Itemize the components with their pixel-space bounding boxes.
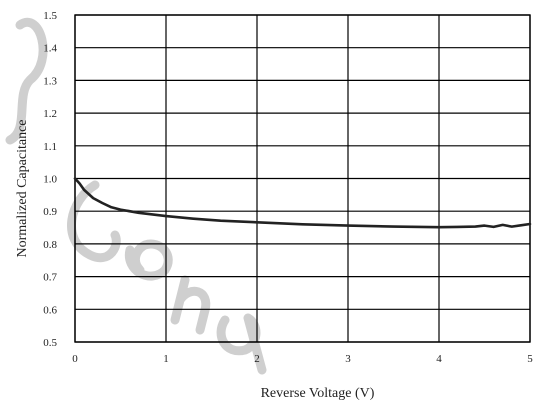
x-tick-label: 4 <box>436 353 442 365</box>
x-tick-label: 1 <box>163 353 169 365</box>
y-tick-label: 1.2 <box>43 108 57 120</box>
x-axis-title: Reverse Voltage (V) <box>261 386 375 401</box>
x-tick-label: 2 <box>254 353 260 365</box>
x-tick-label: 0 <box>72 353 78 365</box>
series-line <box>73 177 532 229</box>
y-tick-label: 1.1 <box>43 141 57 153</box>
y-tick-label: 0.7 <box>43 272 57 284</box>
x-tick-label: 3 <box>345 353 351 365</box>
y-tick-labels: 0.5 0.6 0.7 0.8 0.9 1.0 1.1 1.2 1.3 1.4 1.5 <box>43 10 57 349</box>
watermark-graphic <box>5 17 267 375</box>
y-axis-title: Normalized Capacitance <box>15 120 30 258</box>
y-tick-label: 0.6 <box>43 304 57 316</box>
series-layer <box>73 177 532 229</box>
y-tick-label: 0.8 <box>43 239 57 251</box>
y-tick-label: 1.0 <box>43 174 57 186</box>
y-tick-label: 0.5 <box>43 337 57 349</box>
x-tick-label: 5 <box>527 353 533 365</box>
y-tick-label: 1.4 <box>43 43 57 55</box>
y-tick-label: 0.9 <box>43 206 57 218</box>
y-tick-label: 1.3 <box>43 75 57 87</box>
x-tick-labels: 0 1 2 3 4 5 <box>72 353 533 365</box>
grid <box>74 14 531 343</box>
y-tick-label: 1.5 <box>43 10 57 22</box>
